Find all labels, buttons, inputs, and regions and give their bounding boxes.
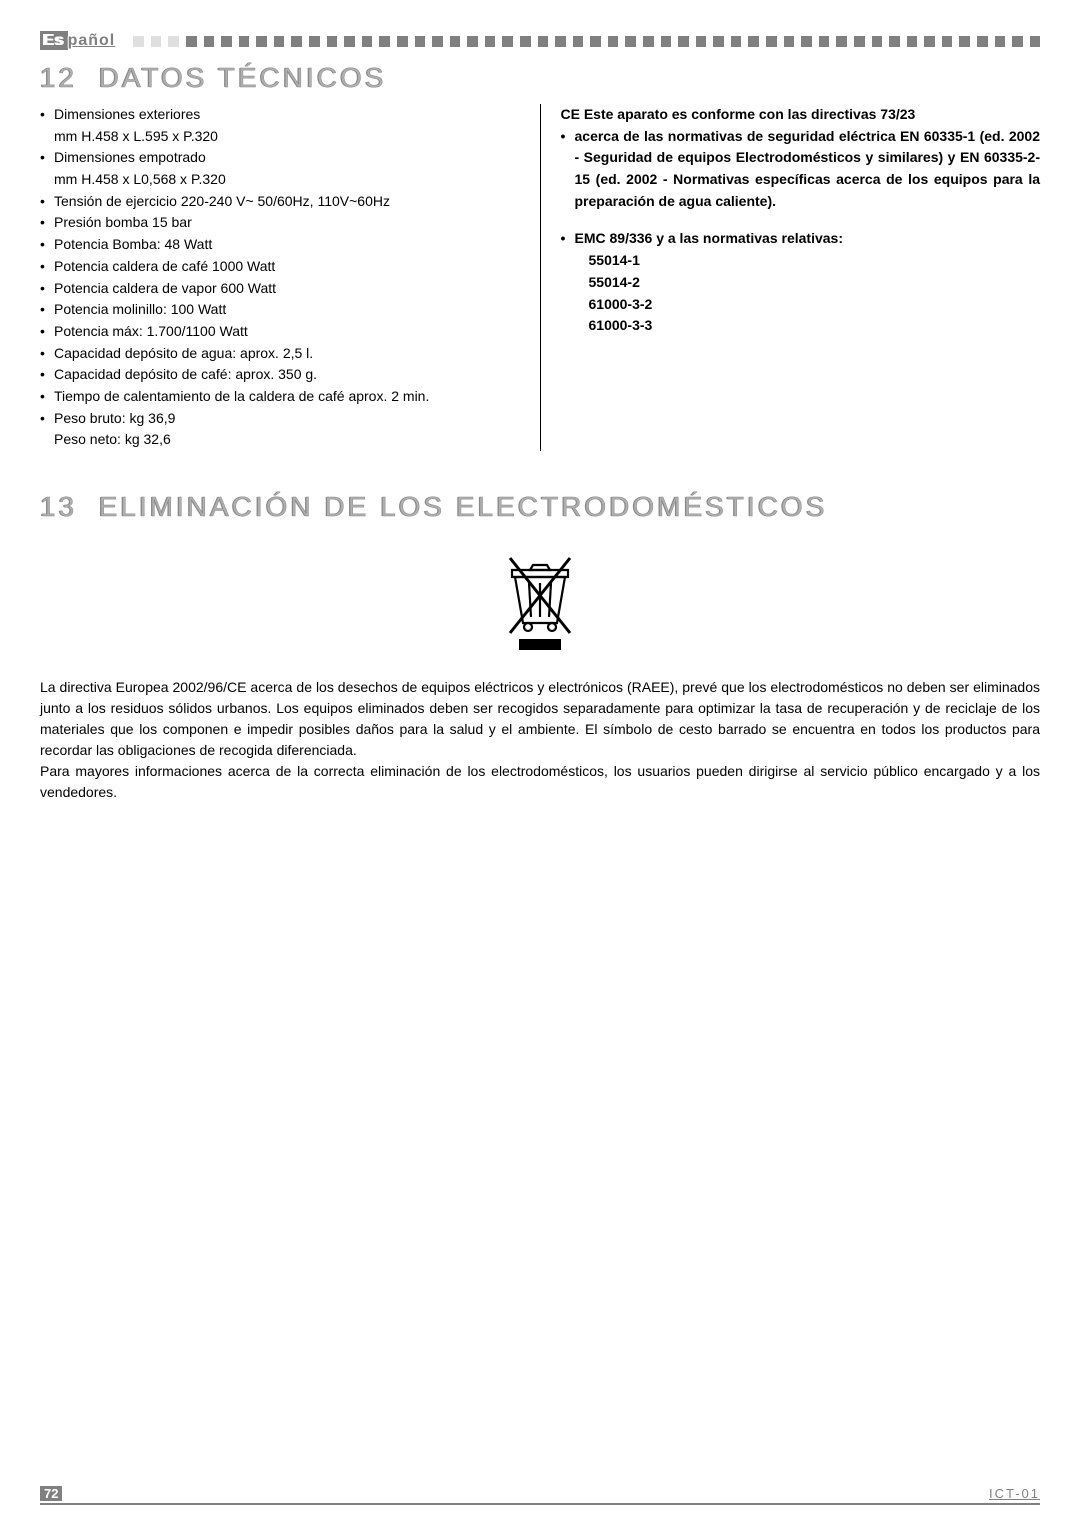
emc-text: EMC 89/336 y a las normativas relativas:	[575, 230, 843, 246]
body-paragraph: Para mayores informaciones acerca de la …	[40, 761, 1040, 803]
column-divider	[540, 104, 541, 451]
tech-spec-item: Potencia Bomba: 48 Watt	[40, 234, 520, 256]
language-label: Español	[40, 32, 115, 50]
header-decoration-squares	[133, 36, 1040, 47]
tech-spec-subitem: mm H.458 x L.595 x P.320	[40, 126, 520, 148]
section-13-body: La directiva Europea 2002/96/CE acerca d…	[40, 677, 1040, 803]
section-title-text: ELIMINACIÓN DE LOS ELECTRODOMÉSTICOS	[99, 491, 828, 522]
tech-spec-item: Potencia máx: 1.700/1100 Watt	[40, 321, 520, 343]
section-13: 13 ELIMINACIÓN DE LOS ELECTRODOMÉSTICOS …	[40, 491, 1040, 803]
language-prefix: Es	[40, 31, 68, 50]
tech-spec-item: Tensión de ejercicio 220-240 V~ 50/60Hz,…	[40, 191, 520, 213]
section-12-heading: 12 DATOS TÉCNICOS	[40, 62, 1040, 94]
tech-spec-item: Potencia molinillo: 100 Watt	[40, 299, 520, 321]
tech-spec-item: Presión bomba 15 bar	[40, 212, 520, 234]
technical-specs-list: Dimensiones exterioresmm H.458 x L.595 x…	[40, 104, 520, 451]
body-paragraph: La directiva Europea 2002/96/CE acerca d…	[40, 677, 1040, 761]
section-number: 12	[40, 62, 77, 93]
ce-directive-line: CE Este aparato es conforme con las dire…	[561, 104, 1041, 126]
standard-item: 61000-3-3	[575, 315, 1041, 337]
emc-bullet: EMC 89/336 y a las normativas relativas:…	[561, 228, 1041, 336]
safety-norm-bullet: acerca de las normativas de seguridad el…	[561, 126, 1041, 213]
tech-spec-item: Potencia caldera de vapor 600 Watt	[40, 278, 520, 300]
tech-spec-item: Dimensiones empotrado	[40, 147, 520, 169]
tech-spec-item: Capacidad depósito de agua: aprox. 2,5 l…	[40, 343, 520, 365]
weee-bin-icon	[495, 543, 585, 653]
standard-item: 55014-1	[575, 250, 1041, 272]
page-number-value: 72	[40, 1486, 62, 1501]
tech-spec-item: Potencia caldera de café 1000 Watt	[40, 256, 520, 278]
left-column: Dimensiones exterioresmm H.458 x L.595 x…	[40, 104, 520, 451]
tech-spec-item: Capacidad depósito de café: aprox. 350 g…	[40, 364, 520, 386]
page-header: Español	[40, 32, 1040, 50]
section-title-text: DATOS TÉCNICOS	[99, 62, 387, 93]
tech-spec-subitem: Peso neto: kg 32,6	[40, 429, 520, 451]
tech-spec-item: Peso bruto: kg 36,9	[40, 408, 520, 430]
tech-spec-item: Tiempo de calentamiento de la caldera de…	[40, 386, 520, 408]
technical-columns: Dimensiones exterioresmm H.458 x L.595 x…	[40, 104, 1040, 451]
language-suffix: pañol	[68, 32, 116, 49]
section-13-heading: 13 ELIMINACIÓN DE LOS ELECTRODOMÉSTICOS	[40, 491, 1040, 523]
right-column: CE Este aparato es conforme con las dire…	[561, 104, 1041, 451]
standards-list: 55014-155014-261000-3-261000-3-3	[575, 250, 1041, 337]
tech-spec-item: Dimensiones exteriores	[40, 104, 520, 126]
page-footer: 72 ICT-01	[40, 1486, 1040, 1505]
page-number: 72	[40, 1486, 62, 1501]
standard-item: 61000-3-2	[575, 294, 1041, 316]
tech-spec-subitem: mm H.458 x L0,568 x P.320	[40, 169, 520, 191]
document-code: ICT-01	[989, 1486, 1040, 1501]
standard-item: 55014-2	[575, 272, 1041, 294]
section-number: 13	[40, 491, 77, 522]
